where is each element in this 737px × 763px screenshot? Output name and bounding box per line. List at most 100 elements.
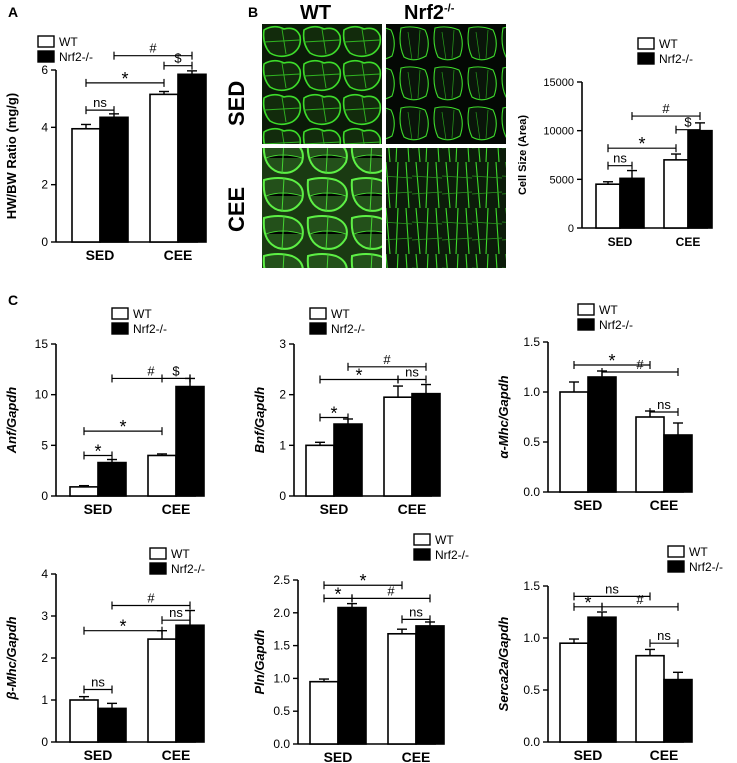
legend-swatch-nrf2 — [37, 50, 55, 63]
legend-label-nrf2: Nrf2-/- — [435, 548, 469, 562]
category-label: SED — [84, 501, 113, 517]
legend-swatch-nrf2 — [637, 52, 655, 65]
bar-nrf2-cee — [411, 392, 441, 497]
significance-label: $ — [684, 115, 692, 130]
legend-label-wt: WT — [171, 547, 190, 561]
y-tick-label: 0 — [41, 235, 48, 249]
y-axis-label: α-Mhc/Gapdh — [496, 375, 511, 458]
y-axis-label: Bnf/Gapdh — [252, 387, 267, 453]
significance-label: ns — [613, 151, 627, 166]
significance-label: ns — [409, 604, 423, 619]
bar-wt-cee — [663, 159, 689, 229]
bar-nrf2-cee — [663, 678, 693, 743]
panel-label-a: A — [8, 4, 19, 20]
legend-swatch-wt — [577, 303, 595, 316]
bar-wt-sed — [595, 183, 621, 229]
significance-label: # — [147, 363, 155, 378]
chart-alpha-mhc-gapdh: 0.0 0.5 1.0 1.5 α-Mhc/Gapdh SED CEE * # ns WTNrf2-… — [496, 303, 693, 513]
y-tick-label: 5 — [41, 438, 48, 452]
category-label: SED — [324, 749, 353, 762]
legend-label-nrf2: Nrf2-/- — [59, 50, 93, 64]
y-axis-label: HW/BW Ratio (mg/g) — [4, 93, 19, 219]
category-label: CEE — [650, 747, 679, 762]
y-tick-label: 0.0 — [523, 485, 540, 499]
y-tick-label: 1.0 — [523, 631, 540, 645]
bar-wt-sed — [69, 486, 99, 497]
y-tick-label: 1.0 — [273, 671, 290, 685]
chart-hwbw-ratio: 0 2 4 6 HW/BW Ratio (mg/g) SED CEE # $ * ns WTNrf2-… — [4, 35, 207, 263]
category-label: SED — [320, 501, 349, 517]
significance-label: * — [608, 351, 615, 371]
category-label: SED — [574, 747, 603, 762]
significance-label: * — [119, 617, 126, 637]
y-tick-label: 6 — [41, 63, 48, 77]
legend-swatch-nrf2 — [577, 318, 595, 331]
significance-label: * — [334, 584, 341, 604]
legend-swatch-wt — [309, 307, 327, 320]
significance-label: * — [638, 134, 645, 154]
significance-label: * — [359, 571, 366, 591]
significance-label: # — [636, 357, 644, 372]
y-tick-label: 1.5 — [273, 639, 290, 653]
legend-label-nrf2: Nrf2-/- — [599, 318, 633, 332]
bar-wt-cee — [147, 638, 177, 743]
bar-wt-sed — [305, 444, 335, 497]
y-tick-label: 0.5 — [523, 435, 540, 449]
significance-label: ns — [91, 675, 105, 690]
significance-label: ns — [657, 628, 671, 643]
bar-wt-cee — [147, 454, 177, 497]
bar-nrf2-sed — [587, 376, 617, 493]
significance-label: ns — [93, 95, 107, 110]
category-label: CEE — [676, 235, 701, 249]
y-tick-label: 0 — [279, 489, 286, 503]
y-tick-label: 1.0 — [523, 385, 540, 399]
significance-label: # — [636, 592, 644, 607]
significance-label: # — [147, 591, 155, 606]
legend-label-wt: WT — [435, 533, 454, 547]
y-tick-label: 2 — [41, 178, 48, 192]
micrograph-grid — [262, 24, 506, 268]
category-label: SED — [608, 235, 633, 249]
chart-pln-gapdh: 0.0 0.5 1.0 1.5 2.0 2.5 Pln/Gapdh SED CEE * * # ns WT… — [252, 533, 469, 762]
legend-swatch-nrf2 — [667, 560, 685, 573]
bar-nrf2-sed — [587, 616, 617, 743]
bar-wt-cee — [383, 396, 413, 497]
bar-wt-cee — [149, 93, 179, 243]
y-tick-label: 0.5 — [273, 704, 290, 718]
significance-label: # — [149, 41, 157, 56]
bar-nrf2-cee — [177, 73, 207, 243]
bar-wt-sed — [559, 642, 589, 743]
y-tick-label: 2 — [279, 388, 286, 402]
y-tick-label: 5000 — [550, 174, 574, 186]
category-label: CEE — [402, 749, 431, 762]
legend-label-nrf2: Nrf2-/- — [331, 322, 365, 336]
bar-nrf2-sed — [97, 707, 127, 743]
legend-label-wt: WT — [659, 37, 678, 51]
micrograph-wt-cee — [262, 148, 382, 268]
legend-swatch-wt — [37, 35, 55, 48]
bar-nrf2-cee — [687, 129, 713, 229]
y-tick-label: 2.5 — [273, 573, 290, 587]
legend-label-wt: WT — [133, 307, 152, 321]
y-tick-label: 1.5 — [523, 579, 540, 593]
bar-nrf2-sed — [619, 177, 645, 229]
bar-wt-sed — [69, 699, 99, 743]
significance-label: ns — [657, 397, 671, 412]
bar-nrf2-sed — [337, 606, 367, 745]
y-axis-label: Anf/Gapdh — [4, 387, 19, 454]
y-axis-label: Serca2a/Gapdh — [496, 617, 511, 712]
significance-label: * — [330, 403, 337, 423]
y-tick-label: 4 — [41, 567, 48, 581]
bar-wt-cee — [635, 654, 665, 743]
y-tick-label: 2.0 — [273, 606, 290, 620]
significance-label: # — [383, 352, 391, 367]
significance-label: ns — [169, 605, 183, 620]
significance-label: * — [355, 365, 362, 385]
legend-swatch-nrf2 — [413, 548, 431, 561]
legend-swatch-nrf2 — [149, 562, 167, 575]
bar-nrf2-sed — [99, 116, 129, 243]
micrograph-col-label-nrf2-text: Nrf2 — [404, 2, 445, 24]
category-label: CEE — [650, 497, 679, 513]
bar-wt-sed — [71, 127, 101, 243]
